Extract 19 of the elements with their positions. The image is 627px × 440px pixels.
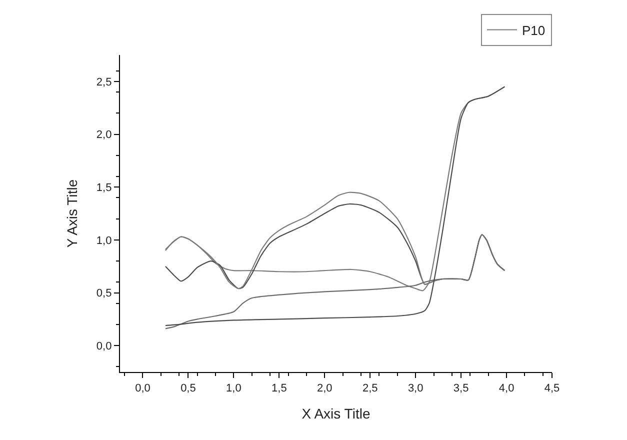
y-tick-label: 1,5 [96, 182, 112, 194]
x-tick-label: 3,5 [453, 382, 469, 394]
x-tick-label: 2,5 [362, 382, 378, 394]
x-tick-label: 0,5 [180, 382, 196, 394]
x-tick-label: 4,0 [498, 382, 514, 394]
y-tick-label: 2,0 [96, 129, 112, 142]
x-tick-label: 1,0 [226, 382, 242, 394]
x-tick-label: 2,0 [316, 382, 332, 394]
x-tick-label: 4,5 [544, 382, 560, 394]
x-tick-label: 1,5 [272, 382, 287, 394]
y-axis-title: Y Axis Title [64, 179, 80, 248]
x-tick-label: 3,0 [408, 382, 424, 394]
x-axis-title: X Axis Title [302, 406, 370, 422]
y-tick-label: 2,5 [96, 76, 112, 88]
y-tick-label: 1,0 [96, 234, 112, 247]
y-tick-label: 0,5 [96, 288, 112, 300]
legend-label: P10 [522, 22, 546, 38]
x-tick-label: 0,0 [135, 382, 150, 394]
y-tick-label: 0,0 [96, 340, 112, 352]
